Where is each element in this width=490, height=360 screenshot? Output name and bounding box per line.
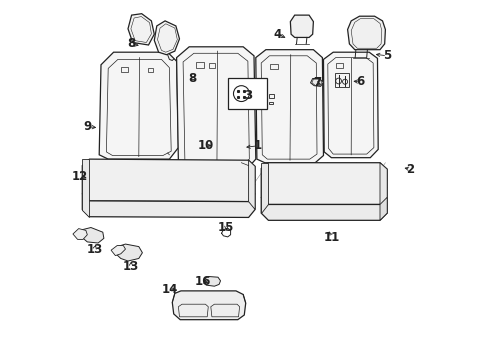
- Text: 15: 15: [218, 221, 235, 234]
- Text: 4: 4: [273, 28, 282, 41]
- Text: 8: 8: [127, 37, 136, 50]
- Polygon shape: [291, 15, 314, 37]
- Text: 1: 1: [253, 139, 262, 152]
- Text: 14: 14: [162, 283, 178, 296]
- Bar: [148, 68, 153, 72]
- Text: 10: 10: [197, 139, 214, 152]
- Polygon shape: [347, 16, 386, 50]
- Bar: [121, 67, 128, 72]
- Polygon shape: [82, 159, 90, 217]
- Text: 13: 13: [123, 260, 139, 273]
- Text: 16: 16: [195, 275, 211, 288]
- Polygon shape: [261, 197, 387, 220]
- Text: 7: 7: [313, 76, 321, 89]
- Text: 8: 8: [189, 72, 197, 85]
- Polygon shape: [256, 50, 323, 163]
- Text: 9: 9: [83, 120, 92, 133]
- Bar: [196, 62, 204, 68]
- Bar: [209, 63, 216, 68]
- Polygon shape: [380, 197, 387, 220]
- Polygon shape: [261, 163, 269, 213]
- Polygon shape: [73, 229, 87, 239]
- Polygon shape: [82, 159, 255, 202]
- Bar: [270, 94, 274, 98]
- Bar: [270, 102, 273, 104]
- Polygon shape: [380, 163, 387, 213]
- Bar: [270, 64, 278, 69]
- Text: 12: 12: [71, 170, 88, 183]
- Polygon shape: [111, 246, 125, 256]
- Text: 3: 3: [244, 89, 252, 102]
- Polygon shape: [154, 21, 179, 55]
- Polygon shape: [323, 52, 378, 158]
- Polygon shape: [176, 47, 256, 169]
- Polygon shape: [311, 78, 323, 86]
- Text: 13: 13: [86, 243, 102, 256]
- Bar: [336, 63, 343, 68]
- Text: 2: 2: [407, 163, 415, 176]
- Text: 5: 5: [383, 49, 392, 62]
- Bar: [335, 73, 349, 87]
- Polygon shape: [99, 52, 178, 159]
- Polygon shape: [115, 244, 143, 261]
- Text: 11: 11: [323, 231, 340, 244]
- Polygon shape: [205, 276, 220, 286]
- Polygon shape: [82, 194, 255, 217]
- Polygon shape: [248, 160, 255, 210]
- Text: 6: 6: [356, 75, 365, 88]
- Polygon shape: [128, 14, 154, 45]
- Polygon shape: [261, 163, 387, 204]
- FancyBboxPatch shape: [228, 78, 268, 109]
- Polygon shape: [80, 228, 104, 243]
- Polygon shape: [172, 291, 245, 320]
